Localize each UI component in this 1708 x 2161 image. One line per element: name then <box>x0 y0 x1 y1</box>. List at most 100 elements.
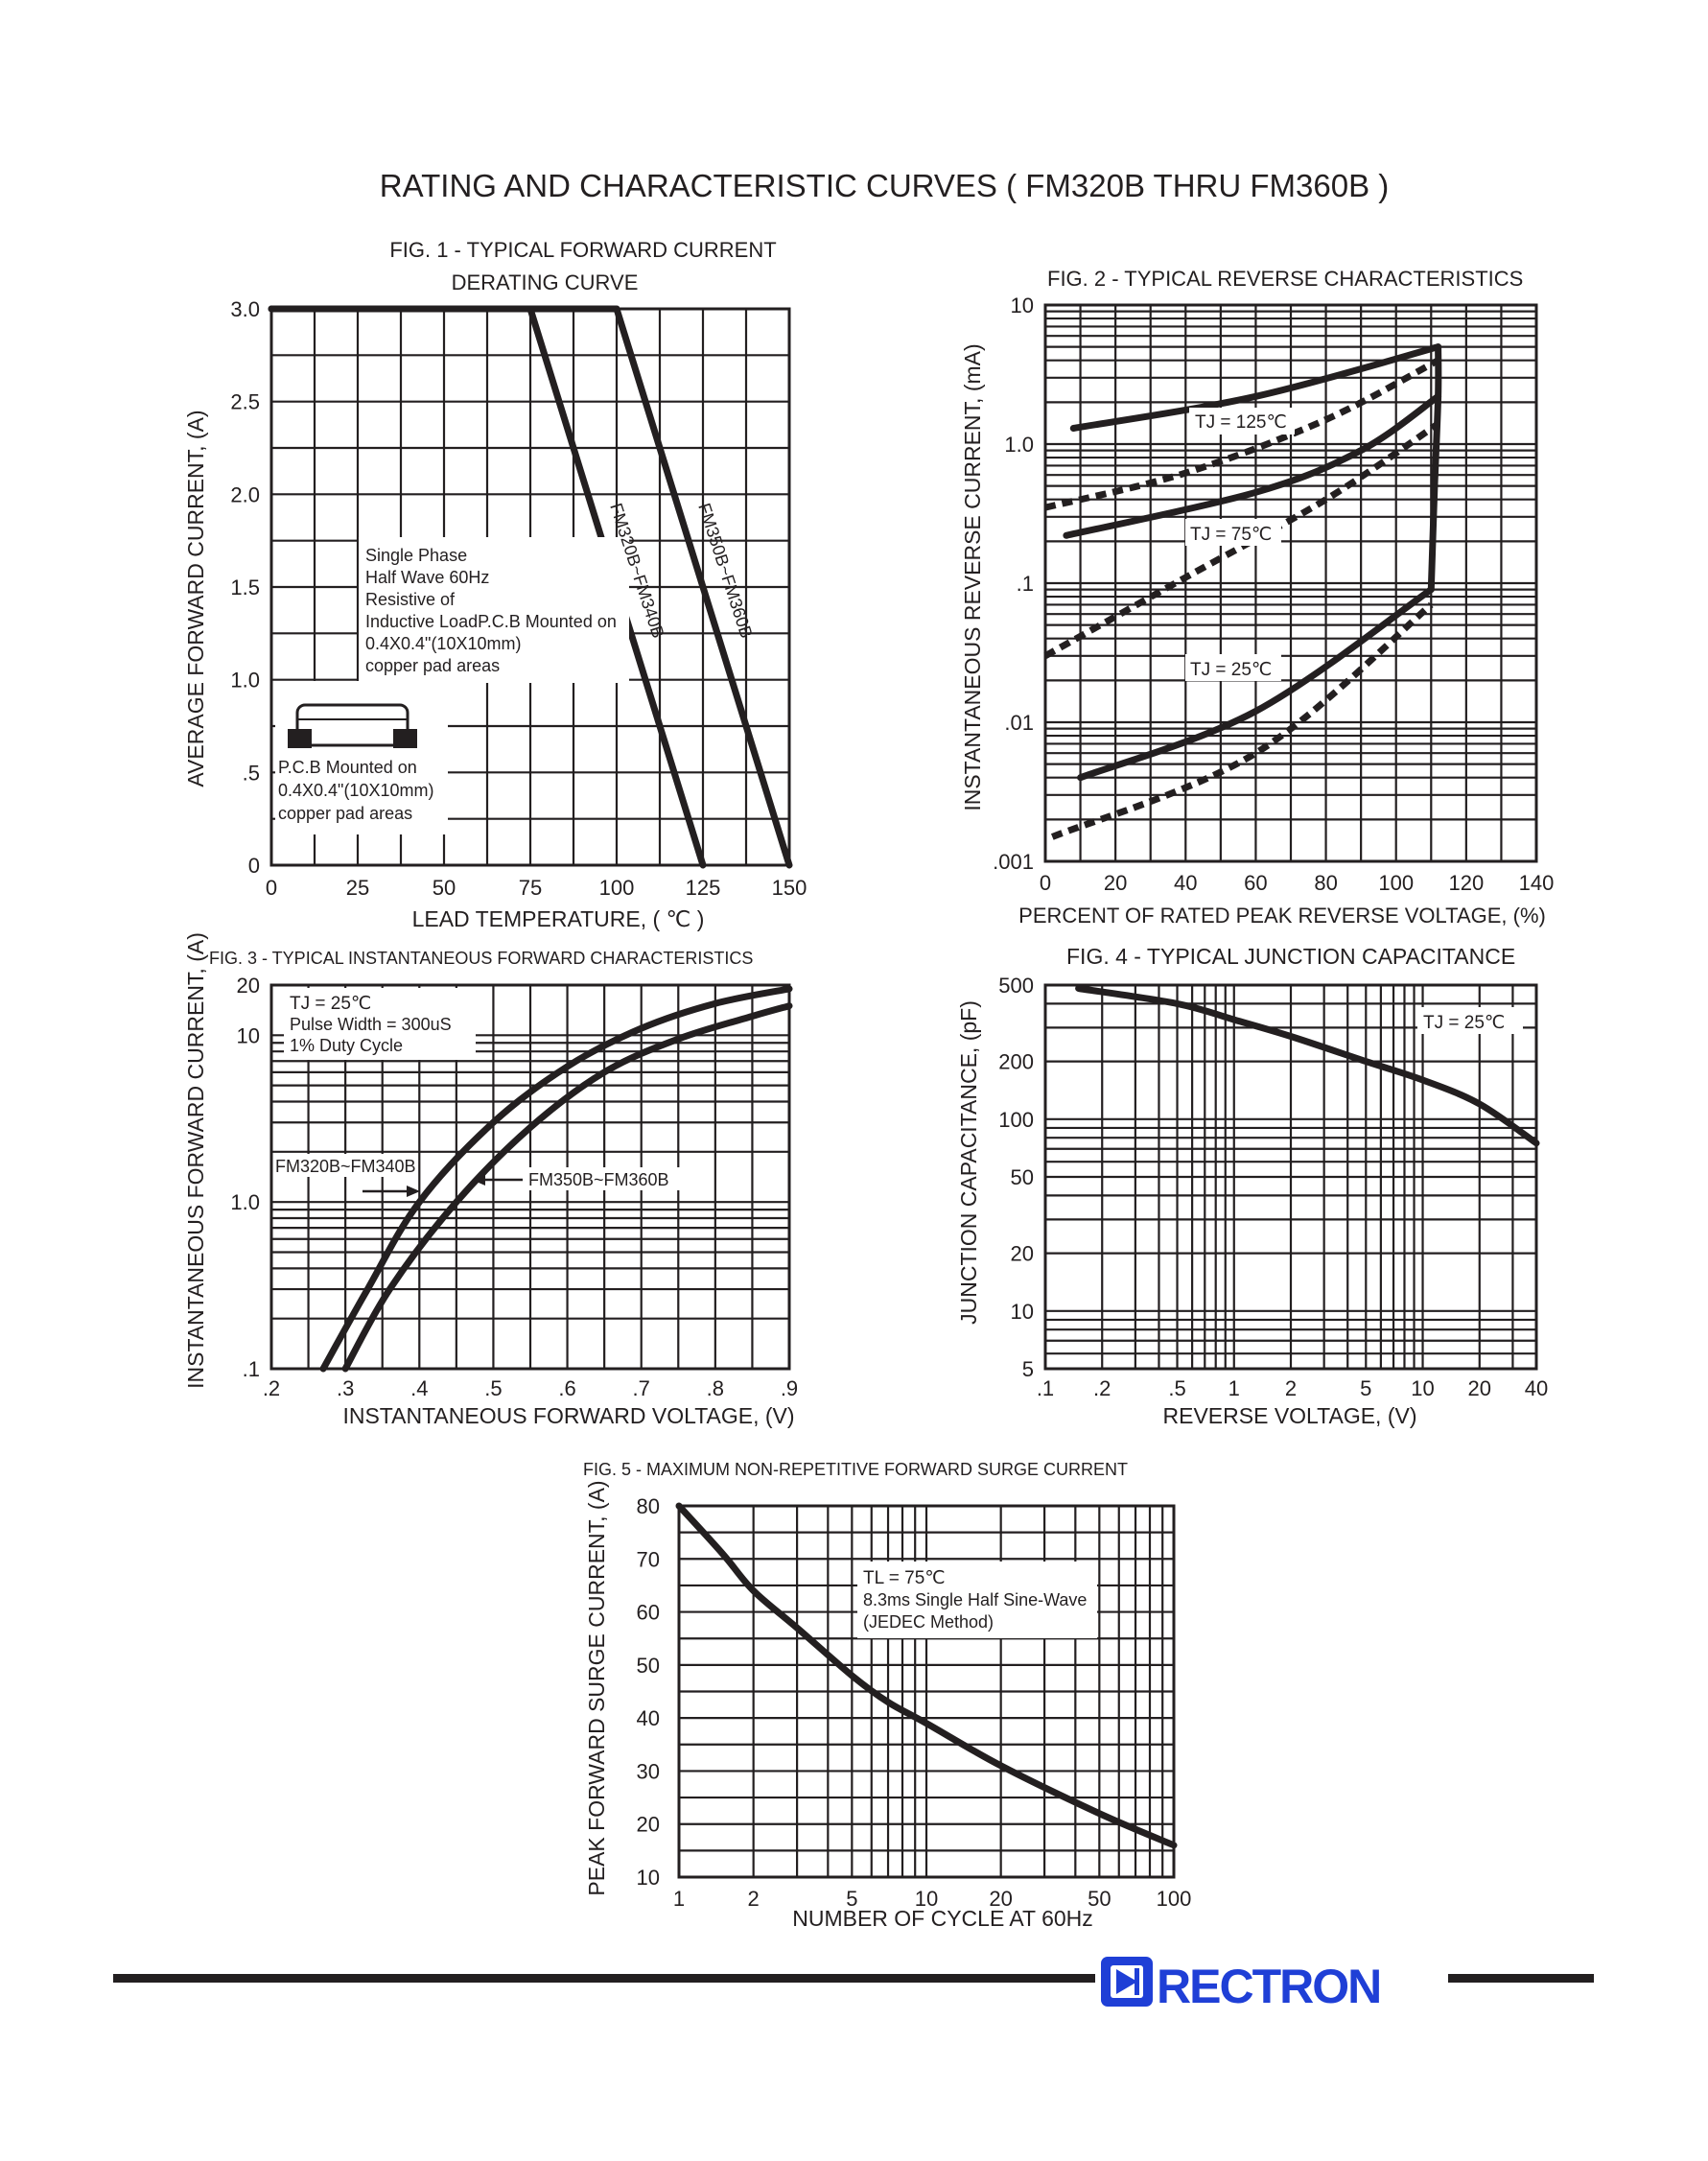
series-line-1 <box>1075 985 1540 1147</box>
x-tick-label: 2 <box>1285 1376 1297 1400</box>
plot-frame <box>677 1504 1176 1879</box>
fig2-curves <box>1043 343 1442 840</box>
fig3-y-ticks: .1 1.0 10 20 <box>230 974 260 1381</box>
x-tick-label: 1 <box>1228 1376 1240 1400</box>
x-tick-label: 2 <box>748 1887 760 1911</box>
fig5-y-axis-label: PEAK FORWARD SURGE CURRENT, (A) <box>584 1480 609 1895</box>
y-tick-label: 10 <box>1011 1300 1034 1324</box>
fig3-note-line: Pulse Width = 300uS <box>290 1015 452 1034</box>
fig4-chart: FIG. 4 - TYPICAL JUNCTION CAPACITANCE .1… <box>956 944 1548 1428</box>
x-tick-label: 5 <box>1360 1376 1371 1400</box>
y-tick-label: .001 <box>993 850 1034 874</box>
x-tick-label: 50 <box>1088 1887 1111 1911</box>
fig3-label-background <box>274 1154 416 1177</box>
x-tick-label: 10 <box>915 1887 938 1911</box>
fig1-inset-line: copper pad areas <box>278 804 412 823</box>
fig2-grid <box>1043 303 1538 863</box>
x-tick-label: .1 <box>1037 1376 1054 1400</box>
y-tick-label: 1.0 <box>230 669 260 693</box>
y-tick-label: .1 <box>1017 572 1034 596</box>
fig1-chart: FIG. 1 - TYPICAL FORWARD CURRENT DERATIN… <box>183 238 807 931</box>
x-tick-label: .2 <box>263 1376 280 1400</box>
x-tick-label: 40 <box>1174 871 1197 895</box>
fig4-y-ticks: 5 10 20 50 100 200 500 <box>998 974 1034 1381</box>
rectron-logo-text: RECTRON <box>1157 1960 1380 2013</box>
fig3-note-line: TJ = 25℃ <box>290 994 371 1014</box>
fig5-x-ticks: 1 2 5 10 20 50 100 <box>673 1887 1191 1911</box>
x-tick-label: .4 <box>410 1376 428 1400</box>
fig1-inset-line: 0.4X0.4"(10X10mm) <box>278 781 433 800</box>
fig5-note-line: (JEDEC Method) <box>863 1612 994 1632</box>
x-tick-label: 60 <box>1244 871 1267 895</box>
y-tick-label: .01 <box>1004 711 1034 735</box>
fig3-y-axis-label: INSTANTANEOUS FORWARD CURRENT, (A) <box>183 932 208 1389</box>
fig3-title: FIG. 3 - TYPICAL INSTANTANEOUS FORWARD C… <box>209 949 753 968</box>
x-tick-label: 140 <box>1519 871 1555 895</box>
fig3-pointer-arrow <box>472 1174 523 1186</box>
y-tick-label: 5 <box>1022 1357 1034 1381</box>
fig4-tj25-label: TJ = 25℃ <box>1423 1013 1505 1033</box>
fig1-title: FIG. 1 - TYPICAL FORWARD CURRENT <box>389 238 776 262</box>
fig4-x-ticks: .1 .2 .5 1 2 5 10 20 40 <box>1037 1376 1548 1400</box>
x-tick-label: 100 <box>1157 1887 1192 1911</box>
y-tick-label: 1.0 <box>1004 433 1034 457</box>
y-tick-label: 500 <box>998 974 1034 998</box>
fig2-y-axis-label: INSTANTANEOUS REVERSE CURRENT, (mA) <box>960 343 985 810</box>
fig4-y-axis-label: JUNCTION CAPACITANCE, (pF) <box>956 1000 981 1325</box>
fig2-tj125-label: TJ = 125℃ <box>1195 412 1287 433</box>
fig3-curves <box>319 985 793 1373</box>
fig2-label-background <box>1185 654 1281 681</box>
fig5-note-line: 8.3ms Single Half Sine-Wave <box>863 1590 1087 1609</box>
x-tick-label: 0 <box>1040 871 1051 895</box>
series-line-1 <box>675 1502 1178 1849</box>
x-tick-label: .8 <box>707 1376 724 1400</box>
fig2-x-ticks: 0 20 40 60 80 100 120 140 <box>1040 871 1554 895</box>
series-line-7 <box>1427 343 1442 594</box>
x-tick-label: 10 <box>1411 1376 1434 1400</box>
y-tick-label: 200 <box>998 1050 1034 1074</box>
series-line-2 <box>268 305 793 869</box>
plot-frame <box>1043 983 1538 1371</box>
x-tick-label: 100 <box>599 876 635 900</box>
fig2-tj75-label: TJ = 75℃ <box>1190 525 1272 545</box>
fig1-inset-background <box>275 681 448 834</box>
series-line-2 <box>1044 357 1440 511</box>
x-tick-label: 20 <box>1468 1376 1491 1400</box>
fig2-x-axis-label: PERCENT OF RATED PEAK REVERSE VOLTAGE, (… <box>1018 904 1546 928</box>
y-tick-label: 1.0 <box>230 1190 260 1214</box>
fig3-series-label: FM350B~FM360B <box>528 1170 669 1189</box>
fig4-label-background <box>1417 1007 1523 1034</box>
y-tick-label: 10 <box>237 1023 260 1047</box>
x-tick-label: 25 <box>346 876 369 900</box>
x-tick-label: .6 <box>558 1376 575 1400</box>
series-line-3 <box>1063 392 1442 539</box>
plot-frame <box>269 983 791 1371</box>
x-tick-label: .2 <box>1093 1376 1111 1400</box>
pcb-pad-icon <box>288 703 417 748</box>
x-tick-label: 0 <box>266 876 277 900</box>
series-line-1 <box>319 985 793 1373</box>
fig3-x-ticks: .2 .3 .4 .5 .6 .7 .8 .9 <box>263 1376 798 1400</box>
fig3-chart: FIG. 3 - TYPICAL INSTANTANEOUS FORWARD C… <box>183 932 798 1428</box>
y-tick-label: .5 <box>243 761 260 785</box>
fig1-y-axis-label: AVERAGE FORWARD CURRENT, (A) <box>183 410 208 787</box>
fig4-title: FIG. 4 - TYPICAL JUNCTION CAPACITANCE <box>1066 944 1515 969</box>
rectron-logo: RECTRON <box>1101 1957 1382 2013</box>
fig1-x-ticks: 0 25 50 75 100 125 150 <box>266 876 807 900</box>
y-tick-label: 2.0 <box>230 482 260 506</box>
page-title: RATING AND CHARACTERISTIC CURVES ( FM320… <box>380 168 1390 203</box>
fig3-x-axis-label: INSTANTANEOUS FORWARD VOLTAGE, (V) <box>342 1403 794 1428</box>
x-tick-label: 40 <box>1525 1376 1548 1400</box>
fig1-note-line: Inductive LoadP.C.B Mounted on <box>365 612 617 631</box>
fig1-note-background <box>359 537 629 683</box>
y-tick-label: 80 <box>637 1494 660 1518</box>
y-tick-label: 1.5 <box>230 575 260 599</box>
x-tick-label: 50 <box>433 876 456 900</box>
fig1-note-line: copper pad areas <box>365 656 500 675</box>
plot-frame <box>1043 303 1538 863</box>
x-tick-label: .7 <box>633 1376 650 1400</box>
fig4-curves <box>1075 985 1540 1147</box>
fig2-label-background <box>1189 408 1295 435</box>
fig2-title: FIG. 2 - TYPICAL REVERSE CHARACTERISTICS <box>1047 267 1523 291</box>
